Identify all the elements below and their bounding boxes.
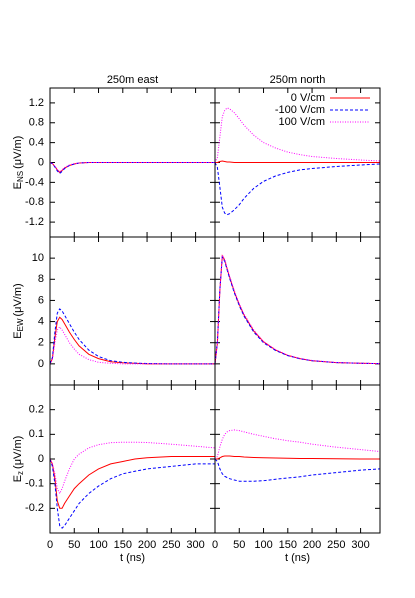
x-tick-label: 300 (186, 539, 204, 551)
data-line (215, 160, 380, 163)
x-tick-label: 100 (254, 539, 272, 551)
x-axis-label: t (ns) (285, 552, 310, 564)
y-tick-label: 1.2 (29, 97, 44, 109)
data-line (215, 455, 380, 460)
y-label-unit: (μV/m) (12, 436, 24, 469)
data-line (49, 308, 215, 365)
x-axis-label: t (ns) (120, 552, 145, 564)
x-tick-label: 250 (327, 539, 345, 551)
x-tick-label: 150 (279, 539, 297, 551)
y-tick-label: 0.8 (29, 117, 44, 129)
y-label-sub: EW (16, 318, 25, 331)
data-line (214, 458, 381, 482)
y-tick-label: 2 (38, 337, 44, 349)
data-line (49, 162, 215, 173)
legend-label: 0 V/cm (291, 92, 325, 104)
x-tick-label: 150 (114, 539, 132, 551)
y-tick-label: 10 (32, 252, 44, 264)
y-tick-label: -0.4 (25, 176, 44, 188)
legend-label: -100 V/cm (275, 104, 325, 116)
y-tick-label: 8 (38, 273, 44, 285)
data-line (49, 441, 216, 495)
legend-label: 100 V/cm (279, 116, 325, 128)
y-label-main: E (12, 182, 24, 189)
data-line (49, 162, 215, 174)
x-tick-label: 100 (89, 539, 107, 551)
y-tick-label: 6 (38, 294, 44, 306)
y-label-main: E (12, 475, 24, 482)
y-tick-label: 0.4 (29, 137, 44, 149)
x-tick-label: 50 (68, 539, 80, 551)
y-axis-label: EEW (μV/m) (12, 283, 25, 338)
data-line (214, 253, 381, 365)
data-line (214, 254, 381, 365)
y-axis-label: Ez (μV/m) (12, 436, 25, 483)
data-line (49, 456, 215, 509)
y-tick-label: 0 (38, 156, 44, 168)
data-line (49, 316, 215, 365)
x-tick-label: 300 (351, 539, 369, 551)
panel-frame (214, 384, 381, 534)
x-tick-label: 0 (47, 539, 53, 551)
data-line (214, 107, 381, 163)
y-tick-label: 0.2 (29, 404, 44, 416)
y-tick-label: -1.2 (25, 216, 44, 228)
y-tick-label: 0.1 (29, 428, 44, 440)
y-label-sub: NS (16, 171, 25, 182)
y-label-sub: z (16, 471, 25, 475)
x-tick-label: 50 (233, 539, 245, 551)
data-line (214, 162, 381, 216)
y-label-main: E (12, 331, 24, 338)
y-tick-label: -0.1 (25, 478, 44, 490)
panel-title: 250m north (270, 74, 326, 86)
panel-title: 250m east (107, 74, 158, 86)
data-line (49, 458, 215, 529)
x-tick-label: 0 (212, 539, 218, 551)
y-tick-label: 0 (38, 358, 44, 370)
x-tick-label: 200 (138, 539, 156, 551)
data-line (49, 326, 215, 365)
y-tick-label: -0.8 (25, 196, 44, 208)
data-line (214, 429, 381, 460)
y-tick-label: 4 (38, 315, 44, 327)
data-line (214, 255, 381, 365)
x-tick-label: 250 (162, 539, 180, 551)
y-tick-label: -0.2 (25, 502, 44, 514)
y-label-unit: (μV/m) (12, 283, 24, 316)
y-label-unit: (μV/m) (12, 136, 24, 169)
x-tick-label: 200 (303, 539, 321, 551)
y-tick-label: 0 (38, 453, 44, 465)
y-axis-label: ENS (μV/m) (12, 136, 25, 190)
